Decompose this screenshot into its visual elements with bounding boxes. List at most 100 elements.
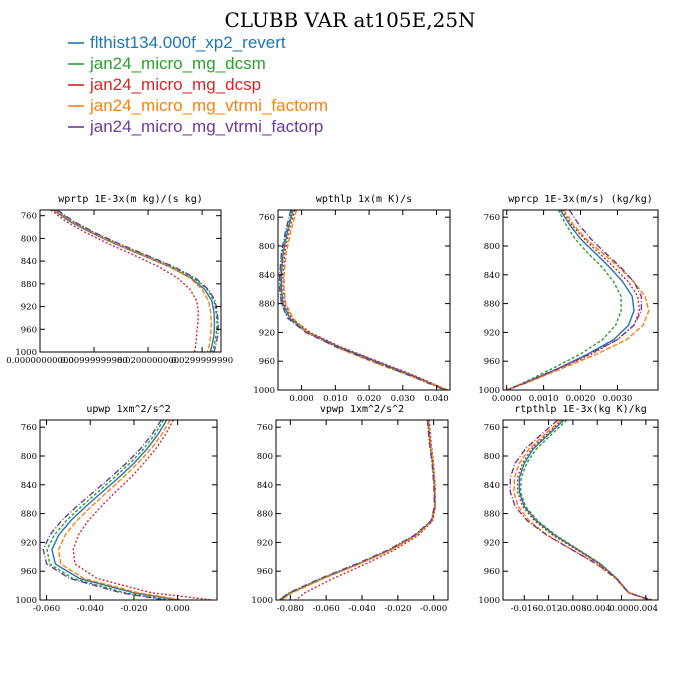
series-line — [506, 210, 641, 390]
series-line — [46, 420, 170, 600]
y-tick-label: 920 — [21, 303, 37, 313]
y-tick-label: 880 — [259, 300, 275, 310]
y-tick-label: 960 — [484, 357, 500, 367]
x-tick-label: 0.000 — [165, 604, 189, 614]
y-tick-label: 920 — [257, 538, 273, 548]
y-tick-label: 800 — [257, 452, 273, 462]
series-line — [57, 420, 183, 600]
plot-frame — [502, 419, 659, 601]
y-tick-label: 920 — [484, 538, 500, 548]
x-tick-label: 0.020 — [357, 394, 381, 404]
y-tick-label: 800 — [21, 452, 37, 462]
panel-title: wpthlp 1x(m K)/s — [316, 194, 412, 205]
panel-title: wprtp 1E-3x(m kg)/(s kg) — [58, 194, 203, 205]
y-tick-label: 840 — [21, 481, 37, 491]
plot-frame — [275, 419, 449, 601]
series-line — [279, 210, 446, 390]
y-tick-label: 960 — [257, 567, 273, 577]
x-tick-label: 0.040 — [424, 394, 448, 404]
y-tick-label: 840 — [484, 481, 500, 491]
y-tick-label: 880 — [484, 300, 500, 310]
panel-4: upwp 1xm^2/s^27608008408809209601000-0.0… — [15, 404, 218, 614]
plot-frame — [39, 209, 222, 353]
y-tick-label: 880 — [484, 510, 500, 520]
y-tick-label: 880 — [257, 510, 273, 520]
y-tick-label: 1000 — [478, 386, 500, 396]
x-tick-label: -0.004 — [584, 604, 611, 614]
series-line — [51, 420, 178, 600]
y-tick-label: 760 — [484, 423, 500, 433]
series-line — [506, 210, 650, 390]
y-tick-label: 760 — [259, 213, 275, 223]
x-tick-label: 0.0010 — [529, 394, 559, 404]
x-tick-label: 0.0020 — [566, 394, 596, 404]
x-tick-label: 0.004 — [634, 604, 658, 614]
series-line — [72, 420, 213, 600]
x-tick-label: -0.012 — [535, 604, 562, 614]
x-tick-label: -0.020 — [120, 604, 147, 614]
panel-title: wprcp 1E-3x(m/s) (kg/kg) — [508, 194, 653, 205]
plot-frame — [39, 419, 218, 601]
y-tick-label: 1000 — [15, 596, 37, 606]
series-line — [279, 420, 436, 600]
x-tick-label: 0.0000 — [492, 394, 522, 404]
x-tick-label: -0.080 — [277, 604, 304, 614]
x-tick-label: 0.0299999990 — [171, 356, 233, 366]
series-line — [278, 420, 436, 600]
y-tick-label: 920 — [484, 328, 500, 338]
x-tick-label: -0.060 — [313, 604, 340, 614]
y-tick-label: 800 — [484, 452, 500, 462]
y-tick-label: 920 — [21, 538, 37, 548]
x-tick-label: -0.040 — [77, 604, 104, 614]
series-line — [516, 420, 653, 600]
x-tick-label: 0.010 — [323, 394, 347, 404]
y-tick-label: 920 — [259, 328, 275, 338]
y-tick-label: 960 — [484, 567, 500, 577]
series-line — [513, 420, 650, 600]
y-tick-label: 1000 — [15, 348, 37, 358]
y-tick-label: 880 — [21, 510, 37, 520]
panel-title: upwp 1xm^2/s^2 — [86, 404, 170, 415]
y-tick-label: 800 — [21, 234, 37, 244]
series-line — [54, 210, 212, 352]
series-line — [50, 210, 199, 352]
panel-2: wpthlp 1x(m K)/s 760 800 840 880 920 960 1000 0.… — [253, 194, 451, 404]
x-tick-label: -0.000 — [420, 604, 447, 614]
x-tick-label: 0.000 — [609, 604, 633, 614]
panel-3: wprcp 1E-3x(m/s) (kg/kg) 760 800 840 880 920 9… — [478, 194, 659, 404]
y-tick-label: 760 — [21, 212, 37, 222]
panel-1: wprtp 1E-3x(m kg)/(s kg) 760 800 840 880 920 9… — [6, 194, 233, 366]
legend-label: jan24_micro_mg_dcsp — [89, 75, 261, 94]
y-tick-label: 960 — [21, 325, 37, 335]
legend-label: jan24_micro_mg_vtrmi_factorp — [89, 117, 323, 136]
series-line — [519, 420, 651, 600]
x-tick-label: -0.060 — [33, 604, 60, 614]
legend-label: jan24_micro_mg_dcsm — [89, 54, 266, 73]
x-tick-label: 0.000 — [289, 394, 313, 404]
panel-6: rtpthlp 1E-3x(kg K)/kg 760 800 840 880 920 960… — [478, 404, 659, 614]
series-line — [53, 210, 216, 352]
legend: flthist134.000f_xp2_revert jan24_micro_mg… — [68, 33, 328, 136]
x-tick-label: -0.040 — [348, 604, 375, 614]
x-tick-label: 0.00999999980 — [60, 356, 128, 366]
x-tick-label: 0.030 — [391, 394, 415, 404]
y-tick-label: 760 — [257, 423, 273, 433]
series-line — [282, 210, 448, 390]
x-tick-label: -0.008 — [559, 604, 586, 614]
panels: wprtp 1E-3x(m kg)/(s kg) 760 800 840 880 920 9… — [6, 194, 659, 614]
y-tick-label: 800 — [259, 242, 275, 252]
y-tick-label: 840 — [257, 481, 273, 491]
series-line — [280, 420, 436, 600]
panel-5: vpwp 1xm^2/s^2 760 800 840 880 920 960 1000 -0.0… — [251, 404, 449, 614]
series-line — [283, 210, 449, 390]
x-tick-label: -0.016 — [511, 604, 538, 614]
y-tick-label: 760 — [484, 213, 500, 223]
y-tick-label: 840 — [259, 271, 275, 281]
series-line — [42, 420, 165, 600]
y-tick-label: 1000 — [253, 386, 275, 396]
series-line — [518, 420, 651, 600]
y-tick-label: 880 — [21, 280, 37, 290]
panel-title: vpwp 1xm^2/s^2 — [320, 404, 404, 415]
legend-label: flthist134.000f_xp2_revert — [90, 33, 286, 52]
